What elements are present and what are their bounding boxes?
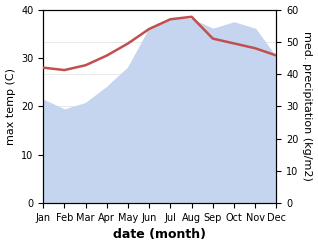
Y-axis label: max temp (C): max temp (C) [5, 68, 16, 145]
X-axis label: date (month): date (month) [113, 228, 206, 242]
Y-axis label: med. precipitation (kg/m2): med. precipitation (kg/m2) [302, 31, 313, 181]
